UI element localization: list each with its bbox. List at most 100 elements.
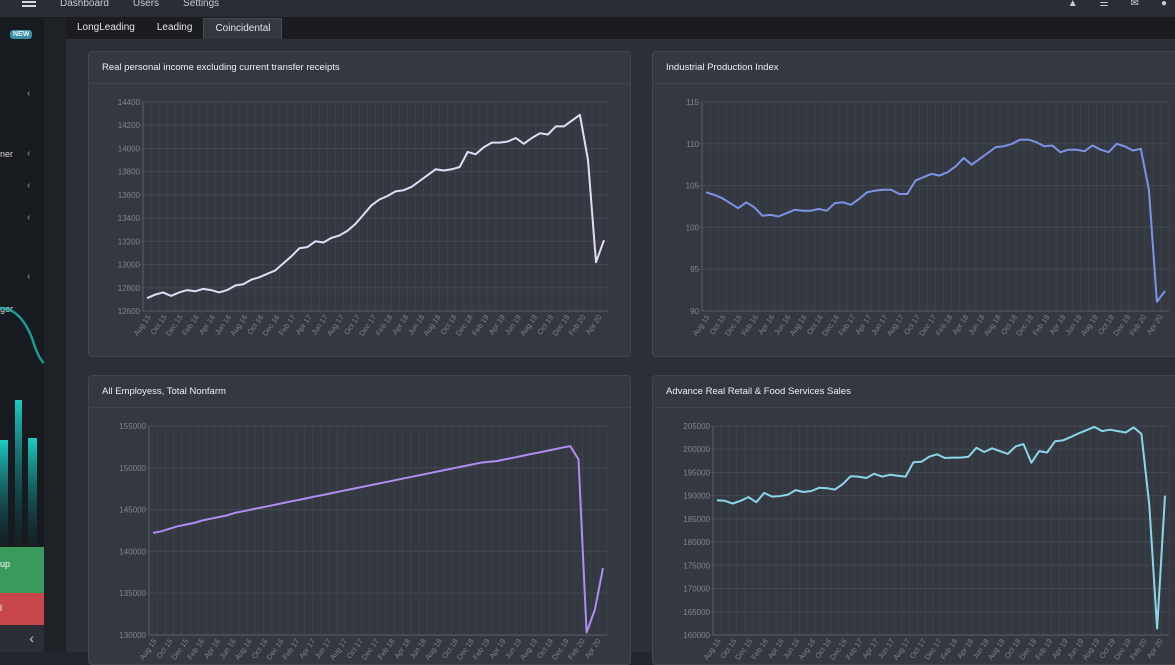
sidebar-red-button-label: l <box>0 603 2 613</box>
top-nav: Dashboard Users Settings <box>60 0 219 8</box>
x-tick-label: Feb 16 <box>749 637 770 661</box>
tab-coincidental[interactable]: Coincidental <box>203 18 283 39</box>
main-content: Real personal income excluding current t… <box>66 39 1175 665</box>
menu-icon[interactable] <box>22 1 38 13</box>
x-tick-label: Feb 20 <box>567 313 588 337</box>
x-tick-label: Feb 19 <box>471 637 492 661</box>
x-tick-label: Feb 19 <box>1033 637 1054 661</box>
x-tick-label: Aug 18 <box>422 313 443 338</box>
y-tick-label: 110 <box>686 140 699 149</box>
tab-leading[interactable]: Leading <box>156 22 193 33</box>
mail-icon[interactable]: ✉ <box>1130 0 1139 9</box>
chevron-left-icon[interactable]: ‹ <box>27 271 31 282</box>
sidebar: NEW ‹ ner ‹ ‹ ‹ ‹ ger up l ‹ <box>0 18 44 652</box>
x-tick-label: Aug 18 <box>986 637 1007 662</box>
x-tick-label: Feb 20 <box>566 637 587 661</box>
chevron-left-icon: ‹ <box>29 630 34 646</box>
y-tick-label: 12800 <box>118 284 141 293</box>
x-tick-label: Aug 15 <box>138 637 159 662</box>
y-tick-label: 105 <box>686 182 700 191</box>
chart-title: Real personal income excluding current t… <box>89 52 630 84</box>
chevron-left-icon[interactable]: ‹ <box>27 148 31 159</box>
x-tick-label: Aug 15 <box>691 313 712 338</box>
y-tick-label: 95 <box>690 265 699 274</box>
x-tick-label: Feb 20 <box>1128 313 1149 337</box>
x-tick-label: Feb 18 <box>376 637 397 661</box>
y-tick-label: 160000 <box>683 631 710 640</box>
y-tick-label: 14000 <box>118 144 141 153</box>
y-tick-label: 14400 <box>118 98 141 107</box>
y-tick-label: 150000 <box>119 464 146 473</box>
x-tick-label: Aug 15 <box>702 637 723 662</box>
chart-card-industrial-production: Industrial Production Index 90 95 100 105 11… <box>652 51 1175 357</box>
x-tick-label: Feb 18 <box>373 313 394 337</box>
chevron-left-icon[interactable]: ‹ <box>27 180 31 191</box>
x-tick-label: Feb 17 <box>281 637 302 661</box>
x-tick-label: Aug 19 <box>1080 637 1101 662</box>
x-tick-label: Aug 19 <box>518 313 539 338</box>
chart-personal-income: 12600 12800 13000 13200 13400 13600 13800 14000… <box>118 98 609 338</box>
x-tick-label: Aug 16 <box>796 637 817 662</box>
x-tick-label: Aug 19 <box>1079 313 1100 338</box>
topbar-icons: ▲ ☰ ✉ ● <box>1067 0 1167 9</box>
x-tick-label: Aug 18 <box>982 313 1003 338</box>
x-tick-label: Aug 17 <box>325 313 346 338</box>
y-tick-label: 13600 <box>118 191 141 200</box>
sidebar-collapse-button[interactable]: ‹ <box>0 625 44 652</box>
chart-nonfarm-employment: 130000 135000 140000 145000 150000 155000 Aug … <box>119 422 608 662</box>
y-tick-label: 155000 <box>119 422 146 431</box>
chart-title: All Employess, Total Nonfarm <box>89 376 630 408</box>
x-tick-label: Aug 16 <box>788 313 809 338</box>
y-tick-label: 13800 <box>118 168 141 177</box>
y-tick-label: 165000 <box>683 608 710 617</box>
list-icon[interactable]: ☰ <box>1099 0 1109 9</box>
sidebar-item-label[interactable]: ner <box>0 149 14 159</box>
y-tick-label: 12600 <box>118 307 141 316</box>
y-tick-label: 135000 <box>119 589 146 598</box>
x-tick-label: Aug 16 <box>228 313 249 338</box>
y-tick-label: 180000 <box>683 538 710 547</box>
y-tick-label: 185000 <box>683 515 710 524</box>
chevron-left-icon[interactable]: ‹ <box>27 88 31 99</box>
x-tick-label: Feb 16 <box>185 637 206 661</box>
nav-users[interactable]: Users <box>132 0 160 8</box>
x-tick-label: Feb 19 <box>1031 313 1052 337</box>
y-tick-label: 130000 <box>119 631 146 640</box>
x-tick-label: Feb 17 <box>836 313 857 337</box>
x-tick-label: Feb 17 <box>844 637 865 661</box>
y-tick-label: 100 <box>686 223 700 232</box>
x-tick-label: Aug 17 <box>885 313 906 338</box>
y-tick-label: 14200 <box>118 121 141 130</box>
x-tick-label: Apr 20 <box>1145 313 1165 336</box>
x-tick-label: Apr 20 <box>583 637 603 660</box>
sidebar-decoration <box>0 306 44 548</box>
series-line <box>152 445 604 634</box>
chart-title: Industrial Production Index <box>653 52 1175 84</box>
series-line <box>705 138 1166 303</box>
y-tick-label: 175000 <box>683 561 710 570</box>
chart-card-personal-income: Real personal income excluding current t… <box>88 51 631 357</box>
location-icon[interactable]: ● <box>1160 0 1167 9</box>
gutter <box>44 18 66 652</box>
top-navbar: Dashboard Users Settings ▲ ☰ ✉ ● <box>0 0 1175 18</box>
bell-icon[interactable]: ▲ <box>1067 0 1078 9</box>
y-tick-label: 13200 <box>118 237 141 246</box>
y-tick-label: 115 <box>686 98 699 107</box>
sidebar-green-button[interactable]: up <box>0 547 44 593</box>
y-tick-label: 190000 <box>683 492 710 501</box>
tab-longleading[interactable]: LongLeading <box>77 22 135 33</box>
chart-card-nonfarm-employment: All Employess, Total Nonfarm 130000 13500… <box>88 375 631 665</box>
sidebar-red-button[interactable]: l <box>0 593 44 625</box>
x-tick-label: Aug 19 <box>518 637 539 662</box>
y-tick-label: 195000 <box>683 468 710 477</box>
y-tick-label: 13400 <box>118 214 141 223</box>
chevron-left-icon[interactable]: ‹ <box>27 212 31 223</box>
x-tick-label: Feb 20 <box>1128 637 1149 661</box>
nav-settings[interactable]: Settings <box>183 0 220 8</box>
y-tick-label: 145000 <box>119 506 146 515</box>
new-badge: NEW <box>10 30 33 39</box>
nav-dashboard[interactable]: Dashboard <box>60 0 109 8</box>
x-tick-label: Feb 18 <box>939 637 960 661</box>
x-tick-label: Aug 15 <box>132 313 153 338</box>
